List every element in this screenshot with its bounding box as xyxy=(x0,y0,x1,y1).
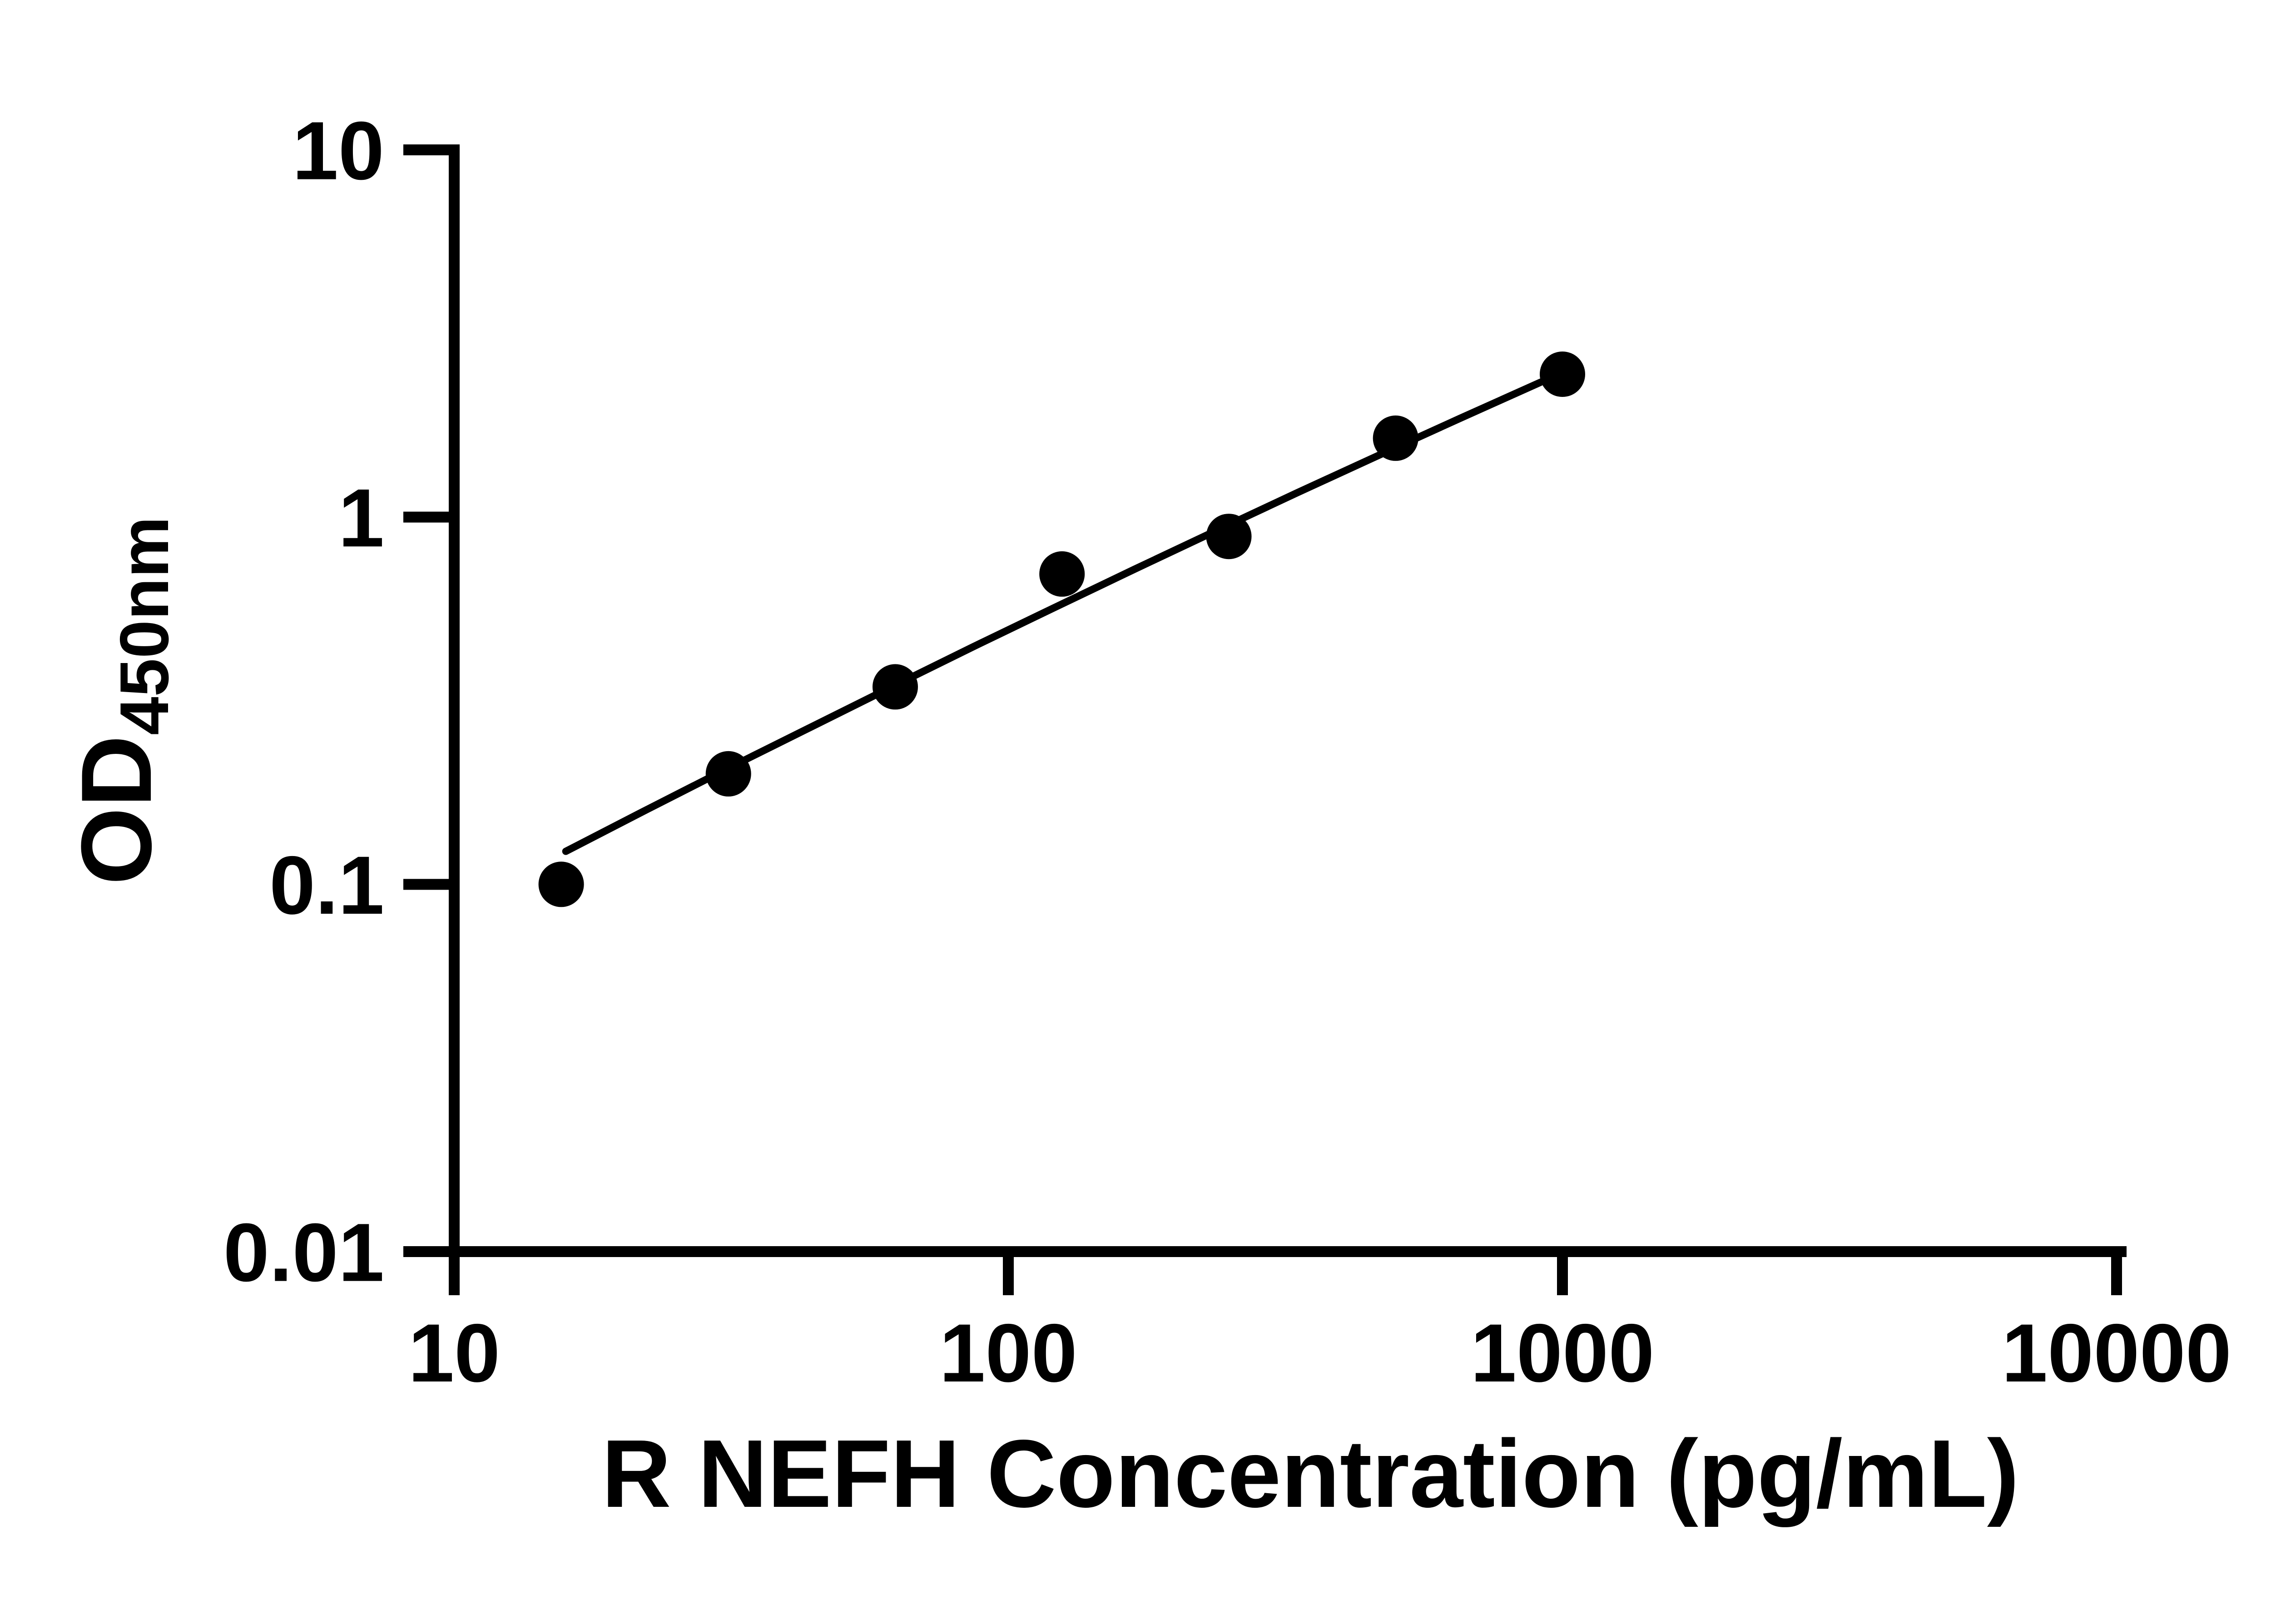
data-point-5 xyxy=(1206,514,1252,559)
y-axis-title: OD450nm xyxy=(60,516,183,885)
y-tick-label-0.1: 0.1 xyxy=(269,839,384,931)
data-point-1 xyxy=(538,862,584,907)
y-tick-label-1: 1 xyxy=(338,471,384,564)
data-point-2 xyxy=(705,751,751,797)
tick-label-layer: 10 1 0.1 0.01 10 100 1000 10000 xyxy=(223,104,2231,1399)
y-axis-title-subscript: 450nm xyxy=(106,516,183,735)
data-point-3 xyxy=(873,664,918,710)
y-axis-title-main: OD xyxy=(60,735,172,885)
x-axis-title: R NEFH Concentration (pg/mL) xyxy=(602,1420,2019,1527)
data-point-6 xyxy=(1373,415,1418,461)
x-tick-label-10000: 10000 xyxy=(2002,1307,2231,1399)
y-tick-label-0.01: 0.01 xyxy=(223,1206,384,1299)
x-tick-label-100: 100 xyxy=(939,1307,1077,1399)
axes-layer xyxy=(403,144,2127,1295)
plot-layer xyxy=(538,352,1585,907)
x-tick-label-10: 10 xyxy=(408,1307,500,1399)
y-tick-label-10: 10 xyxy=(293,104,384,197)
data-point-7 xyxy=(1540,352,1585,397)
data-point-4 xyxy=(1039,551,1085,597)
x-tick-label-1000: 1000 xyxy=(1471,1307,1655,1399)
